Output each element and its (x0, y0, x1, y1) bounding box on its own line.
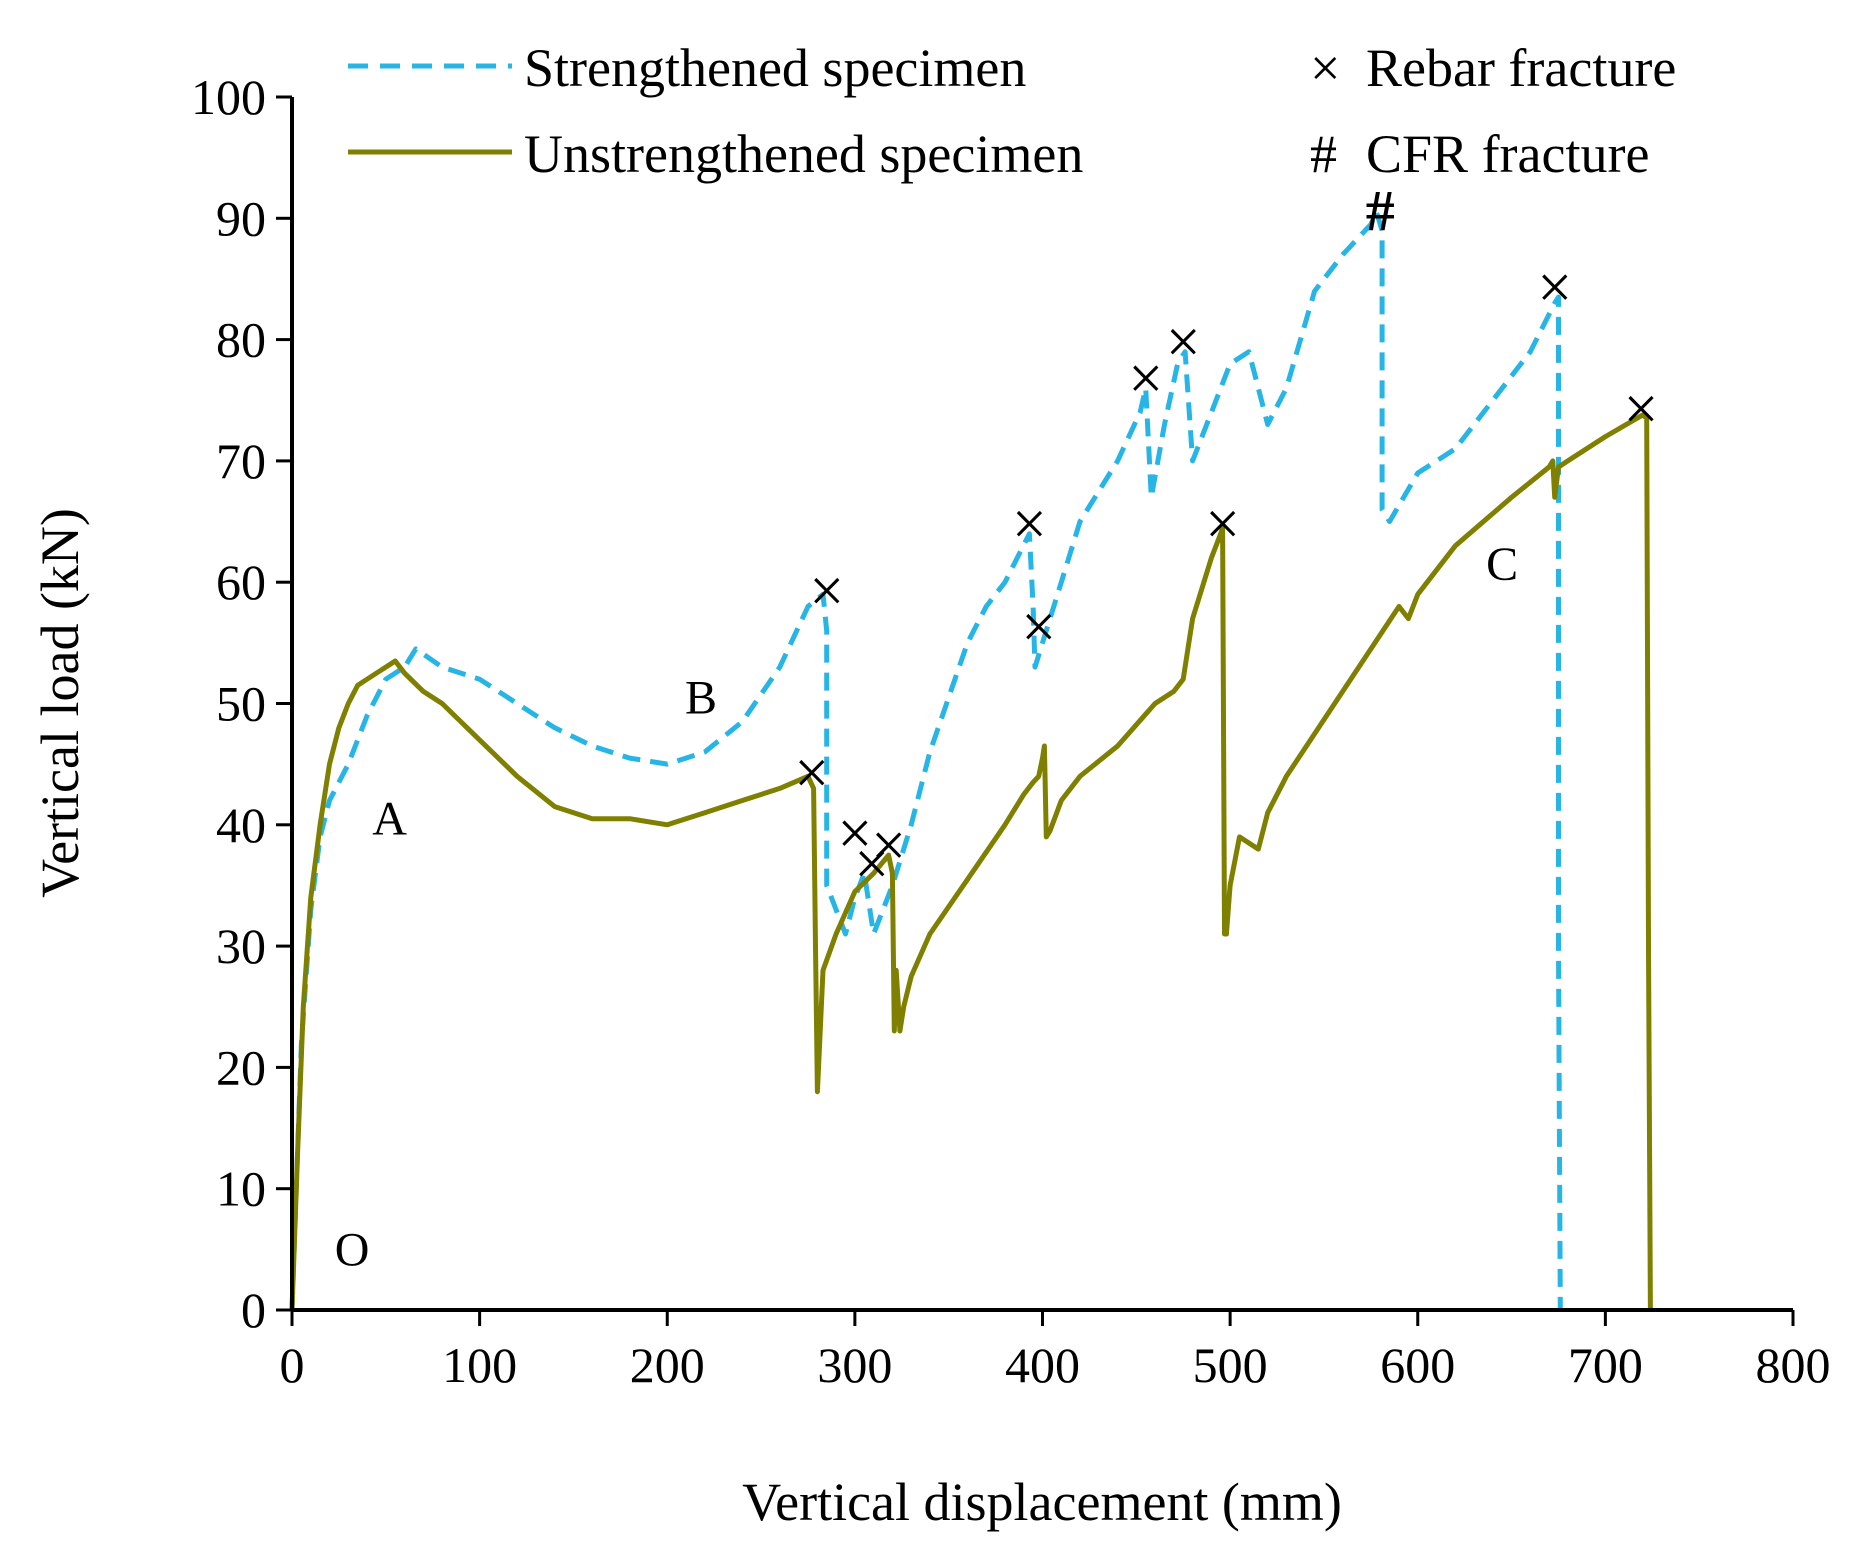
y-axis-title: Vertical load (kN) (30, 508, 90, 898)
rebar-fracture-marker: × (794, 739, 829, 807)
y-tick-label: 40 (216, 797, 266, 853)
y-tick-label: 80 (216, 312, 266, 368)
rebar-fracture-marker: × (1624, 375, 1659, 443)
y-tick-label: 50 (216, 676, 266, 732)
x-tick-label: 100 (442, 1337, 517, 1393)
x-tick-label: 600 (1380, 1337, 1455, 1393)
fracture-markers: ××××××××××××# (794, 178, 1658, 898)
x-tick-label: 0 (280, 1337, 305, 1393)
legend: Strengthened specimen Unstrengthened spe… (348, 38, 1676, 184)
legend-rebar-symbol: × (1310, 38, 1340, 98)
rebar-fracture-marker: × (1205, 491, 1240, 559)
y-tick-label: 10 (216, 1161, 266, 1217)
rebar-fracture-marker: × (1537, 254, 1572, 322)
point-annotations: O A B C (335, 538, 1518, 1276)
legend-unstrengthened-label: Unstrengthened specimen (524, 124, 1083, 184)
legend-cfr-label: CFR fracture (1366, 124, 1649, 184)
rebar-fracture-marker: × (1021, 594, 1056, 662)
x-tick-label: 400 (1005, 1337, 1080, 1393)
y-tick-label: 100 (191, 69, 266, 125)
y-tick-label: 20 (216, 1039, 266, 1095)
y-tick-label: 60 (216, 554, 266, 610)
ticks: 0 100 200 300 400 500 600 700 800 0 10 20 30 40 50 60 70… (191, 69, 1831, 1393)
x-tick-label: 500 (1193, 1337, 1268, 1393)
legend-strengthened-label: Strengthened specimen (524, 38, 1026, 98)
x-tick-label: 700 (1568, 1337, 1643, 1393)
y-tick-label: 30 (216, 918, 266, 974)
x-tick-label: 300 (817, 1337, 892, 1393)
rebar-fracture-marker: × (1166, 309, 1201, 377)
y-tick-label: 0 (241, 1282, 266, 1338)
rebar-fracture-marker: × (1128, 345, 1163, 413)
point-label-a: A (372, 793, 407, 846)
rebar-fracture-marker: × (837, 800, 872, 868)
x-axis-title: Vertical displacement (mm) (742, 1472, 1342, 1532)
cfr-fracture-marker: # (1366, 178, 1395, 243)
plot-lines (289, 209, 1653, 1311)
strengthened-series-line (289, 209, 1563, 1311)
unstrengthened-series-line (289, 412, 1653, 1311)
point-label-o: O (335, 1223, 370, 1276)
x-tick-label: 800 (1756, 1337, 1831, 1393)
rebar-fracture-marker: × (809, 557, 844, 625)
rebar-fracture-marker: × (854, 830, 889, 898)
legend-cfr-symbol: # (1310, 124, 1337, 184)
x-tick-label: 200 (630, 1337, 705, 1393)
y-tick-label: 70 (216, 433, 266, 489)
legend-rebar-label: Rebar fracture (1366, 38, 1676, 98)
y-tick-label: 90 (216, 190, 266, 246)
rebar-fracture-marker: × (1012, 491, 1047, 559)
rebar-fracture-marker: × (871, 812, 906, 880)
point-label-b: B (685, 671, 717, 724)
point-label-c: C (1486, 538, 1518, 591)
